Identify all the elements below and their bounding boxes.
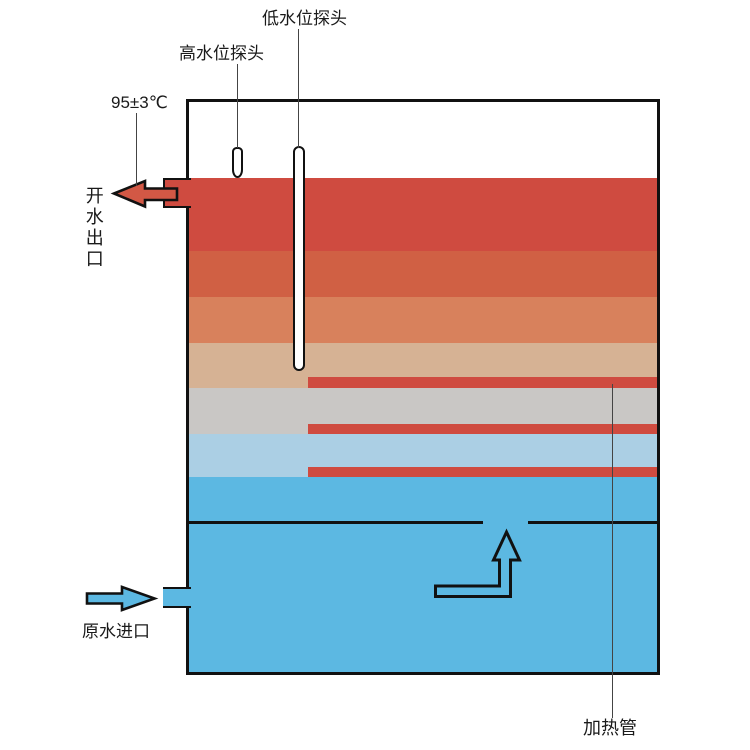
- inlet-label: 原水进口: [82, 622, 150, 641]
- outlet-label: 开水出口: [83, 186, 104, 270]
- baffle-plate-right: [528, 521, 657, 524]
- baffle-plate-left: [189, 521, 483, 524]
- high-probe-label: 高水位探头: [179, 44, 264, 63]
- inlet-arrow-icon: [85, 585, 159, 612]
- water-layer-hot: [189, 297, 657, 343]
- high-water-level-probe: [232, 147, 243, 178]
- low-water-level-probe: [293, 146, 305, 371]
- leader-line-low-probe: [298, 29, 300, 148]
- water-layer-very-hot: [189, 251, 657, 297]
- leader-line-temperature: [136, 113, 138, 186]
- outlet-pipe-stub: [163, 178, 191, 208]
- leader-line-heater: [612, 384, 614, 718]
- water-layer-boiling: [189, 178, 657, 251]
- heater-label: 加热管: [583, 718, 637, 738]
- inlet-pipe-stub: [163, 587, 191, 608]
- tank-body: [186, 99, 660, 675]
- low-probe-label: 低水位探头: [262, 9, 347, 28]
- heating-tube-3: [308, 467, 657, 477]
- water-layer-cold: [189, 477, 657, 672]
- leader-line-high-probe: [237, 64, 239, 148]
- temperature-label: 95±3℃: [111, 93, 168, 112]
- heating-tube-1: [308, 377, 657, 388]
- heating-tube-2: [308, 424, 657, 434]
